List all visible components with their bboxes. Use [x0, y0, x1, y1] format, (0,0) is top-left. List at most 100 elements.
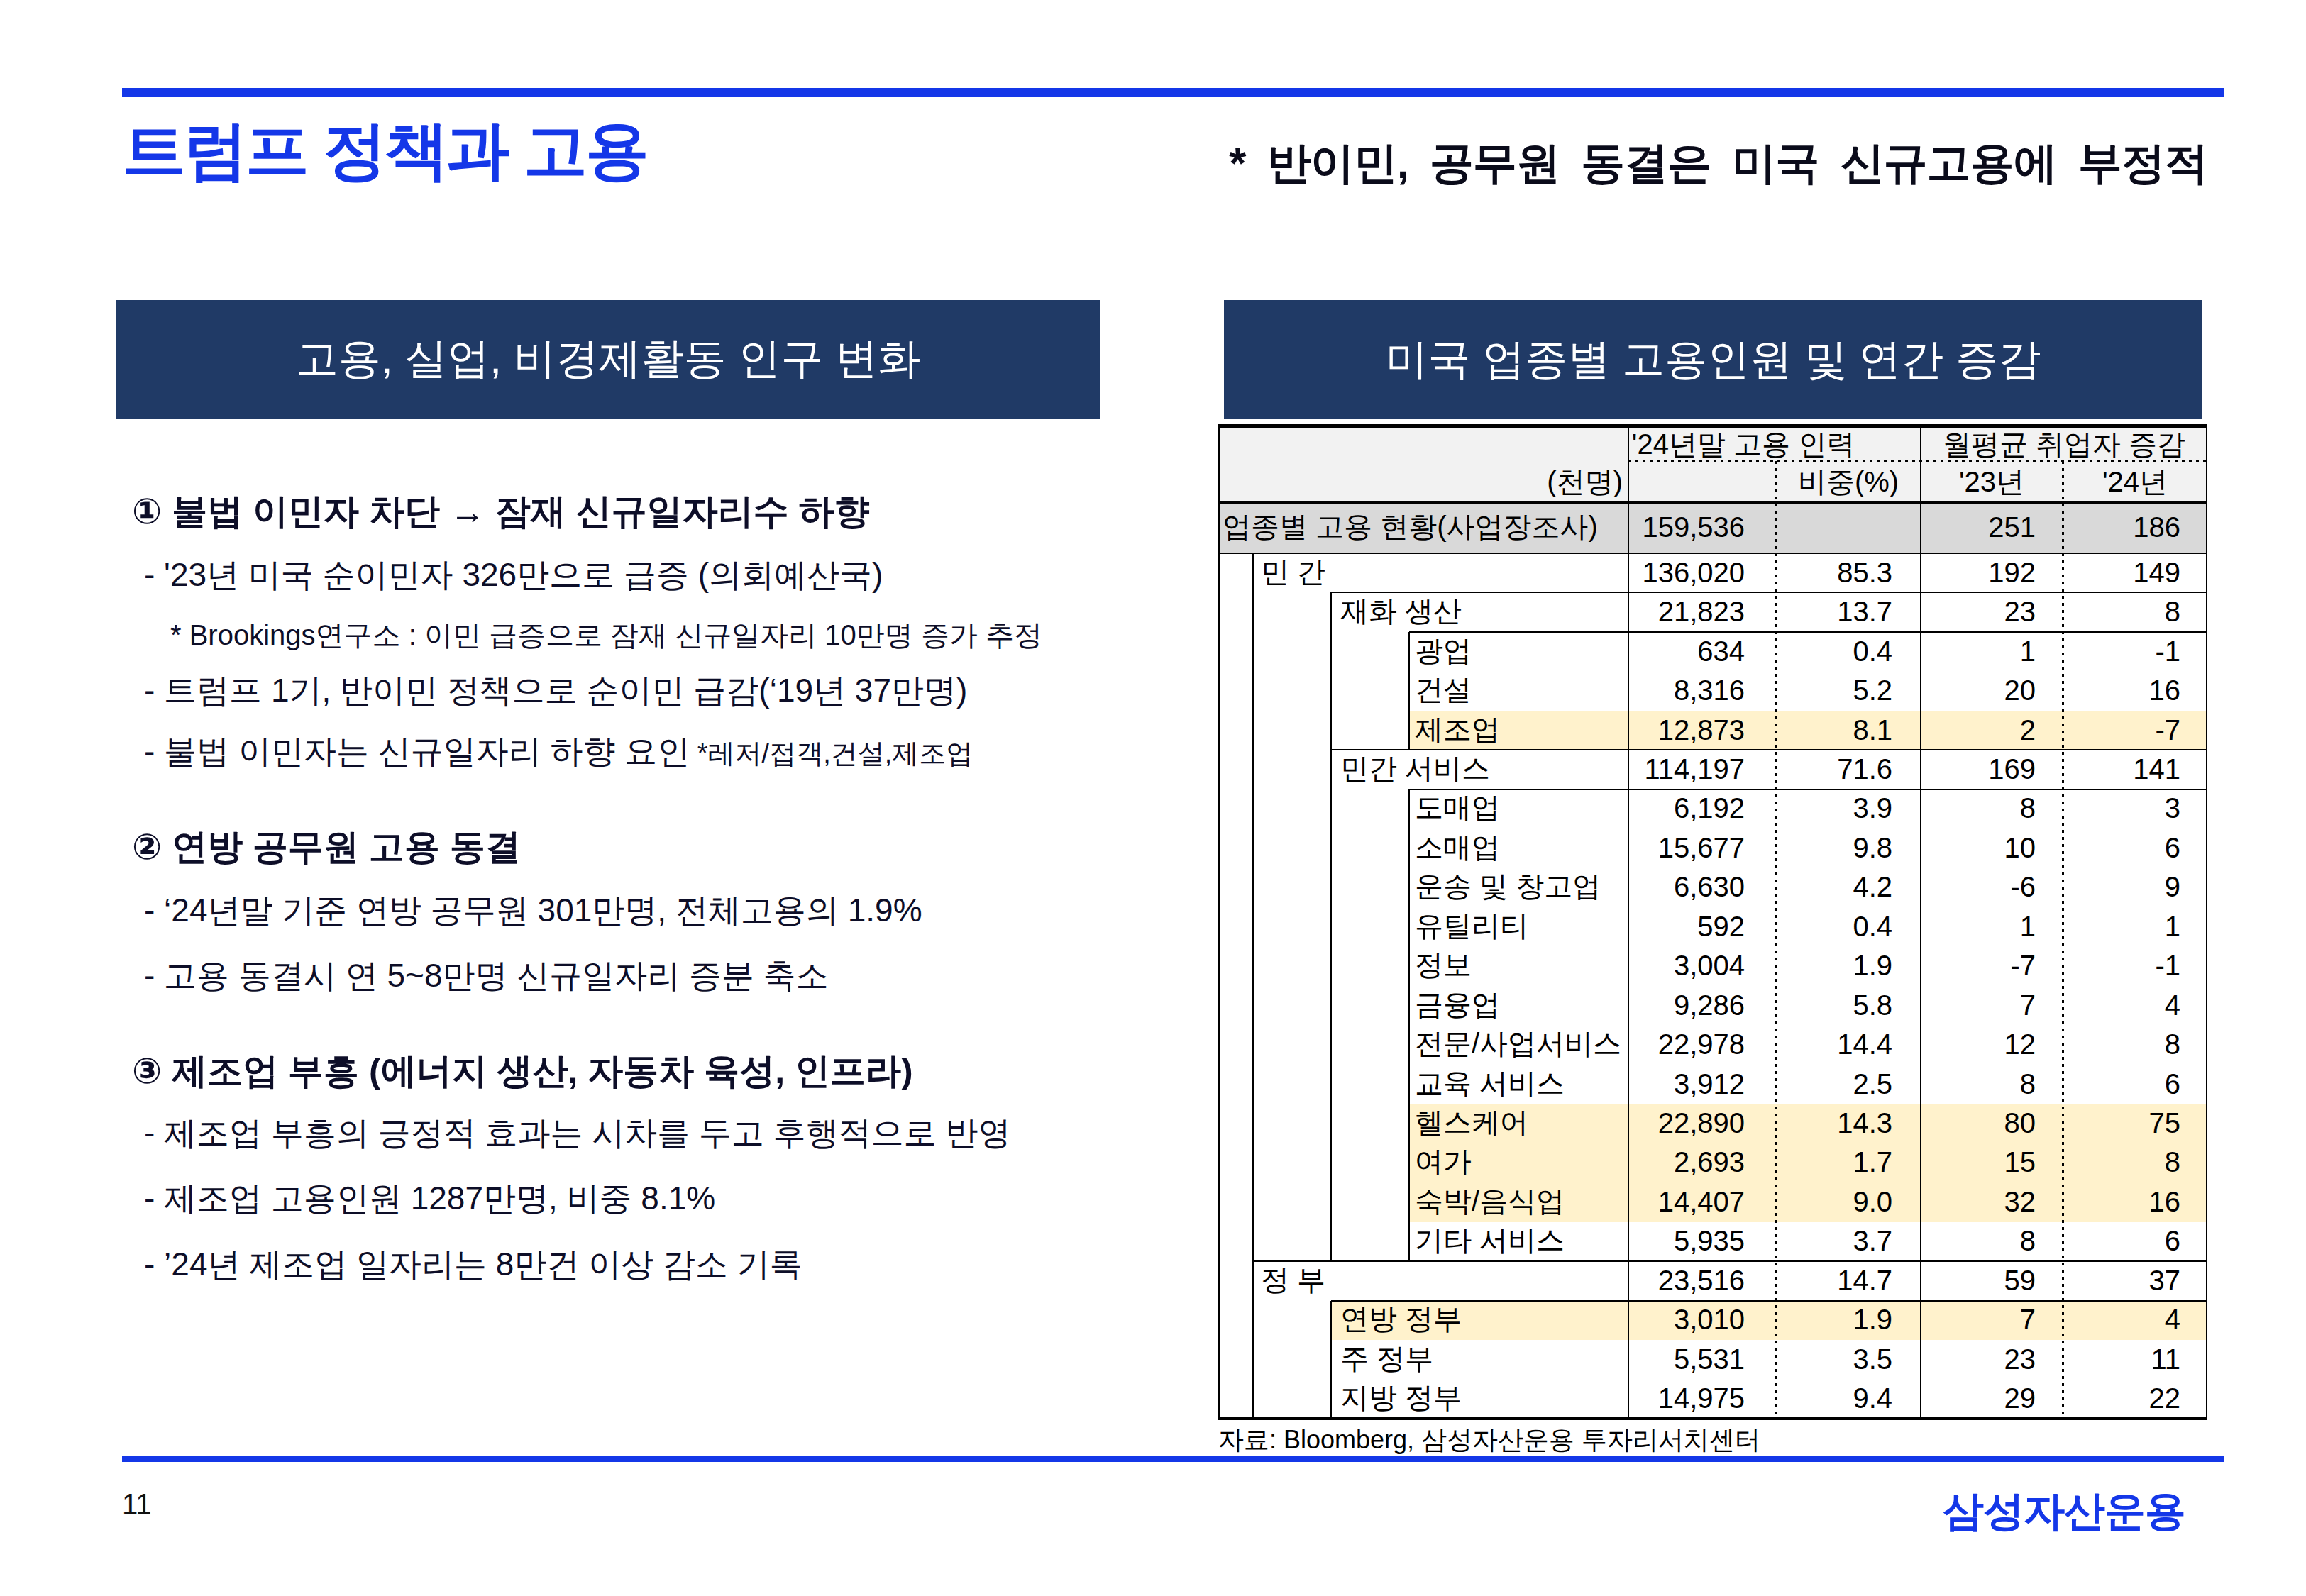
cell-value: 4.2 [1776, 871, 1892, 903]
cell-value: 1 [1921, 910, 2036, 942]
row-label: 제조업 [1415, 710, 1500, 749]
cell-value: 1 [1921, 635, 2036, 667]
cell-value: 186 [2063, 511, 2180, 543]
cell-value: 14.4 [1776, 1029, 1892, 1060]
cell-value: -1 [2063, 950, 2180, 982]
table-hline [1253, 1260, 2207, 1262]
table-row: 운송 및 창고업6,6304.2-69 [1218, 868, 2207, 907]
unit-label: (천명) [1547, 462, 1623, 501]
cell-value: 5,531 [1628, 1343, 1745, 1375]
cell-value: 8 [2063, 596, 2180, 628]
cell-value: 20 [1921, 675, 2036, 706]
cell-value: 0.4 [1776, 635, 1892, 667]
table-vdot [1775, 461, 1777, 1419]
cell-value: 23 [1921, 1343, 2036, 1375]
table-vdot [2062, 461, 2064, 1419]
table-row: 연방 정부3,0101.974 [1218, 1301, 2207, 1340]
table-vline [1330, 1301, 1332, 1419]
row-label: 도매업 [1415, 789, 1500, 828]
cell-value: 22,890 [1628, 1107, 1745, 1139]
cell-value: 6,192 [1628, 792, 1745, 824]
table-vline [1330, 592, 1332, 1261]
row-label: 숙박/음식업 [1415, 1182, 1565, 1221]
row-label: 교육 서비스 [1415, 1064, 1565, 1103]
row-label: 지방 정부 [1340, 1379, 1462, 1418]
table-row: 광업6340.41-1 [1218, 632, 2207, 671]
cell-value: 4 [2063, 1304, 2180, 1336]
row-label: 민 간 [1261, 553, 1325, 592]
company-logo: 삼성자산운용 [1943, 1484, 2185, 1539]
bullet-note: * Brookings연구소 : 이민 급증으로 잠재 신규일자리 10만명 증… [170, 616, 1042, 655]
page-number: 11 [122, 1488, 152, 1520]
table-row: 정보3,0041.9-7-1 [1218, 947, 2207, 986]
cell-value: 9.4 [1776, 1382, 1892, 1414]
table-vline [1408, 632, 1410, 750]
cell-value: 14.7 [1776, 1264, 1892, 1296]
bottom-rule [122, 1456, 2224, 1462]
cell-value: 14,407 [1628, 1186, 1745, 1218]
table-row: 도매업6,1923.983 [1218, 789, 2207, 829]
cell-value: 3,010 [1628, 1304, 1745, 1336]
bullet-item: - 트럼프 1기, 반이민 정책으로 순이민 급감(‘19년 37만명) [144, 669, 967, 713]
cell-value: 16 [2063, 1186, 2180, 1218]
cell-value: 2,693 [1628, 1146, 1745, 1178]
table-hline [1331, 592, 2207, 593]
cell-value: 15,677 [1628, 831, 1745, 863]
cell-value: 1.7 [1776, 1146, 1892, 1178]
table-hline [1218, 424, 2207, 428]
row-label: 업종별 고용 현황(사업장조사) [1223, 507, 1598, 546]
cell-value: 136,020 [1628, 556, 1745, 588]
cell-value: 1.9 [1776, 950, 1892, 982]
slide: { "title": "트럼프 정책과 고용", "subtitle": "* … [0, 0, 2306, 1596]
cell-value: 29 [1921, 1382, 2036, 1414]
table-row: 헬스케어22,89014.38075 [1218, 1104, 2207, 1143]
row-label: 여가 [1415, 1143, 1472, 1182]
cell-value: 4 [2063, 989, 2180, 1021]
cell-value: 10 [1921, 831, 2036, 863]
cell-value: 2.5 [1776, 1068, 1892, 1099]
table-vline [1218, 424, 1220, 1420]
row-label: 광업 [1415, 631, 1472, 670]
cell-value: 13.7 [1776, 596, 1892, 628]
cell-value: 21,823 [1628, 596, 1745, 628]
cell-value: 6 [2063, 1068, 2180, 1099]
table-row: 민간 서비스114,19771.6169141 [1218, 750, 2207, 789]
section-heading: ② 연방 공무원 고용 동결 [132, 824, 521, 871]
table-row: 업종별 고용 현황(사업장조사)159,536251186 [1218, 502, 2207, 553]
cell-value: 114,197 [1628, 753, 1745, 785]
top-rule [122, 88, 2224, 97]
cell-value: 251 [1921, 511, 2036, 543]
table-row: 소매업15,6779.8106 [1218, 829, 2207, 868]
cell-value: 8.1 [1776, 714, 1892, 746]
cell-value: 8 [2063, 1029, 2180, 1060]
cell-value: 22 [2063, 1382, 2180, 1414]
table-vline [2206, 424, 2207, 1420]
row-label: 전문/사업서비스 [1415, 1025, 1621, 1064]
table-row: 민 간136,02085.3192149 [1218, 553, 2207, 592]
left-section-header-label: 고용, 실업, 비경제활동 인구 변화 [296, 331, 920, 388]
table-row: 교육 서비스3,9122.586 [1218, 1065, 2207, 1104]
row-label: 소매업 [1415, 828, 1500, 867]
table-row: 제조업12,8738.12-7 [1218, 711, 2207, 750]
sub-header: 비중(%) [1776, 462, 1921, 501]
table-hline [1218, 501, 2207, 504]
cell-value: 80 [1921, 1107, 2036, 1139]
row-label: 기타 서비스 [1415, 1221, 1565, 1260]
cell-value: 3,004 [1628, 950, 1745, 982]
section-heading: ③ 제조업 부흥 (에너지 생산, 자동차 육성, 인프라) [132, 1048, 913, 1095]
cell-value: 6,630 [1628, 871, 1745, 903]
table-row: 여가2,6931.7158 [1218, 1143, 2207, 1182]
cell-value: 192 [1921, 556, 2036, 588]
table-row: 주 정부5,5313.52311 [1218, 1340, 2207, 1379]
cell-value: 141 [2063, 753, 2180, 785]
row-label: 유틸리티 [1415, 907, 1528, 946]
row-label: 재화 생산 [1340, 592, 1462, 631]
table-row: 재화 생산21,82313.7238 [1218, 592, 2207, 631]
source-note: 자료: Bloomberg, 삼성자산운용 투자리서치센터 [1218, 1423, 1760, 1458]
bullet-item: - 제조업 부흥의 긍정적 효과는 시차를 두고 후행적으로 반영 [144, 1112, 1011, 1156]
right-section-header: 미국 업종별 고용인원 및 연간 증감 [1224, 300, 2202, 419]
cell-value: 7 [1921, 989, 2036, 1021]
cell-value: 5.8 [1776, 989, 1892, 1021]
cell-value: -7 [1921, 950, 2036, 982]
table-vline [1920, 424, 1921, 1419]
